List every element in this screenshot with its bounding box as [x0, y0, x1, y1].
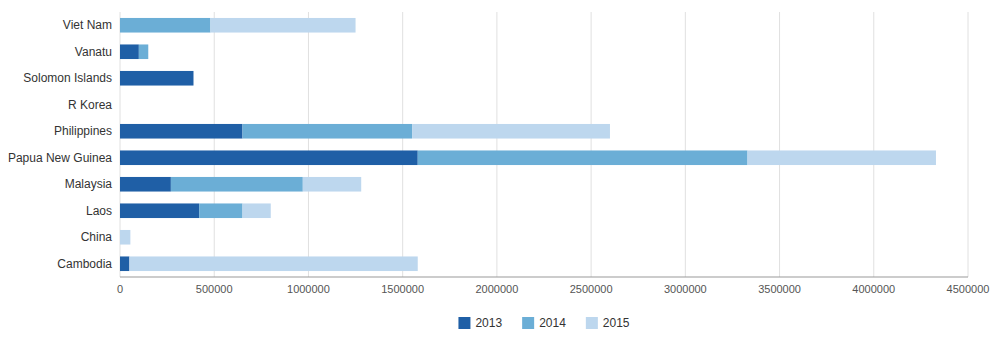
tick-label: 2000000 [475, 283, 518, 295]
legend-label: 2013 [475, 316, 502, 330]
grid [120, 12, 968, 277]
tick-label: 1500000 [381, 283, 424, 295]
tick-label: 1000000 [287, 283, 330, 295]
grid-line [402, 12, 403, 277]
bar-segment [748, 150, 936, 165]
series [120, 44, 418, 271]
series [120, 18, 936, 271]
grid-line [214, 12, 215, 277]
category-label: Solomon Islands [23, 71, 112, 85]
tick-label: 4500000 [947, 283, 990, 295]
bar-segment [193, 71, 194, 86]
series [120, 18, 748, 218]
category-label: Philippines [54, 124, 112, 138]
bar-segment [412, 124, 610, 139]
bar-segment [303, 177, 361, 192]
grid-line [591, 12, 592, 277]
category-label: Malaysia [65, 177, 113, 191]
chart: 0 500000 1000000 1500000 2000000 2500000 30000… [0, 0, 1006, 341]
tick-label: 500000 [196, 283, 233, 295]
category-label: R Korea [68, 98, 112, 112]
tick-label: 4000000 [852, 283, 895, 295]
grid-line [968, 12, 969, 277]
bar-segment [120, 177, 171, 192]
legend-swatch [458, 317, 470, 329]
grid-line [873, 12, 874, 277]
bar-segment [120, 256, 129, 271]
grid-line [496, 12, 497, 277]
grid-line [685, 12, 686, 277]
bar-segment [418, 150, 748, 165]
bar-segment [120, 97, 121, 112]
grid-line [308, 12, 309, 277]
tick-label: 3000000 [664, 283, 707, 295]
grid-line [779, 12, 780, 277]
axis-line [120, 277, 968, 278]
legend-label: 2015 [603, 316, 630, 330]
tick-label: 2500000 [570, 283, 613, 295]
bar-segment [148, 44, 149, 59]
bar-segment [120, 18, 210, 33]
bar-segment [171, 177, 303, 192]
bar-segment [139, 44, 148, 59]
bar-segment [120, 97, 121, 112]
bar-segment [120, 150, 418, 165]
category-label: China [81, 230, 113, 244]
category-label: Cambodia [57, 257, 112, 271]
bar-segment [120, 97, 121, 112]
bar-segment [193, 71, 194, 86]
x-axis: 0 500000 1000000 1500000 2000000 2500000 30000… [117, 277, 989, 295]
bar-segment [120, 203, 199, 218]
bars [120, 18, 936, 271]
bar-segment [120, 230, 130, 245]
bar-segment [242, 203, 270, 218]
bar-segment [120, 124, 242, 139]
category-label: Vanatu [75, 45, 112, 59]
bar-segment [120, 44, 139, 59]
legend-swatch [586, 317, 598, 329]
category-label: Viet Nam [63, 18, 112, 32]
category-label: Papua New Guinea [8, 151, 112, 165]
category-label: Laos [86, 204, 112, 218]
bar-segment [210, 18, 355, 33]
y-axis: Cambodia China Laos Malaysia Papua New Guine… [8, 18, 112, 271]
bar-segment [199, 203, 242, 218]
tick-label: 0 [117, 283, 123, 295]
tick-label: 3500000 [758, 283, 801, 295]
legend-swatch [522, 317, 534, 329]
bar-segment [242, 124, 412, 139]
legend-label: 2014 [539, 316, 566, 330]
legend: 2013 2014 2015 [458, 316, 629, 330]
bar-segment [120, 71, 193, 86]
bar-segment [129, 256, 417, 271]
